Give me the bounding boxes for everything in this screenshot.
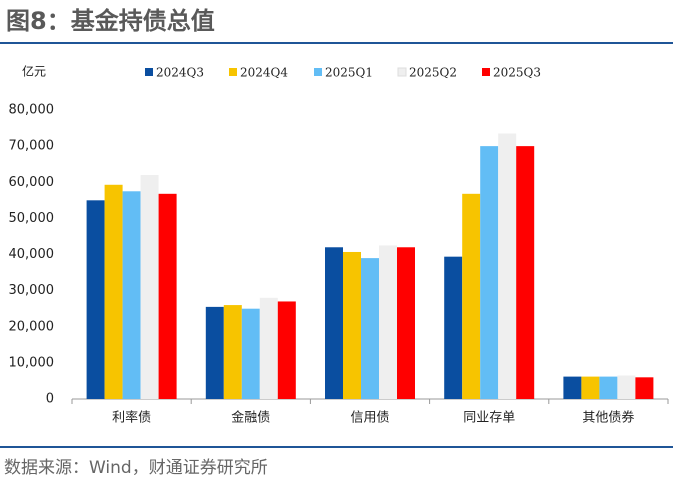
bar bbox=[140, 175, 159, 399]
y-tick-label: 70,000 bbox=[9, 139, 55, 154]
x-tick-label: 金融债 bbox=[231, 410, 270, 426]
bar bbox=[462, 193, 481, 399]
legend-label: 2024Q4 bbox=[240, 66, 288, 80]
x-tick-label: 信用债 bbox=[350, 411, 389, 426]
bar bbox=[599, 376, 618, 399]
y-tick-label: 10,000 bbox=[9, 355, 55, 370]
bar bbox=[343, 251, 361, 399]
bar bbox=[122, 191, 141, 399]
legend-swatch bbox=[145, 68, 153, 76]
bar bbox=[516, 146, 535, 399]
y-tick-label: 40,000 bbox=[9, 247, 55, 262]
bar bbox=[86, 200, 105, 399]
legend-label: 2024Q3 bbox=[156, 66, 204, 80]
y-tick-label: 30,000 bbox=[9, 283, 55, 298]
legend-swatch bbox=[229, 68, 237, 76]
source: 数据来源：Wind，财通证券研究所 bbox=[4, 458, 268, 478]
bar bbox=[635, 377, 654, 399]
bar bbox=[498, 133, 517, 399]
y-tick-label: 50,000 bbox=[9, 211, 55, 226]
bar bbox=[581, 376, 600, 399]
bar bbox=[563, 376, 582, 399]
x-tick-label: 利率债 bbox=[112, 410, 151, 426]
bar bbox=[361, 258, 379, 399]
legend-swatch bbox=[397, 67, 407, 77]
y-tick-label: 80,000 bbox=[9, 103, 55, 118]
title: 图8：基金持债总值 bbox=[6, 7, 215, 35]
legend-label: 2025Q3 bbox=[493, 66, 541, 80]
bar bbox=[379, 245, 397, 399]
bar bbox=[480, 146, 499, 399]
bar bbox=[397, 247, 415, 399]
bar bbox=[325, 247, 343, 399]
y-tick-label: 0 bbox=[46, 392, 54, 407]
x-tick-label: 其他债券 bbox=[582, 410, 634, 426]
bar bbox=[158, 193, 177, 399]
bar bbox=[444, 256, 463, 399]
bar bbox=[259, 297, 278, 399]
legend-swatch bbox=[314, 68, 322, 76]
bar bbox=[241, 308, 260, 399]
bar bbox=[205, 306, 224, 399]
legend-label: 2025Q2 bbox=[409, 66, 457, 80]
y-tick-label: 20,000 bbox=[9, 319, 55, 334]
bar bbox=[617, 375, 636, 399]
legend-swatch bbox=[482, 68, 490, 76]
x-tick-label: 同业存单 bbox=[463, 411, 515, 426]
bar bbox=[277, 301, 296, 399]
bar bbox=[223, 305, 242, 399]
bar bbox=[104, 184, 123, 399]
y-axis-label: 亿元 bbox=[22, 64, 46, 79]
y-tick-label: 60,000 bbox=[9, 175, 55, 190]
legend-label: 2025Q1 bbox=[325, 66, 373, 80]
